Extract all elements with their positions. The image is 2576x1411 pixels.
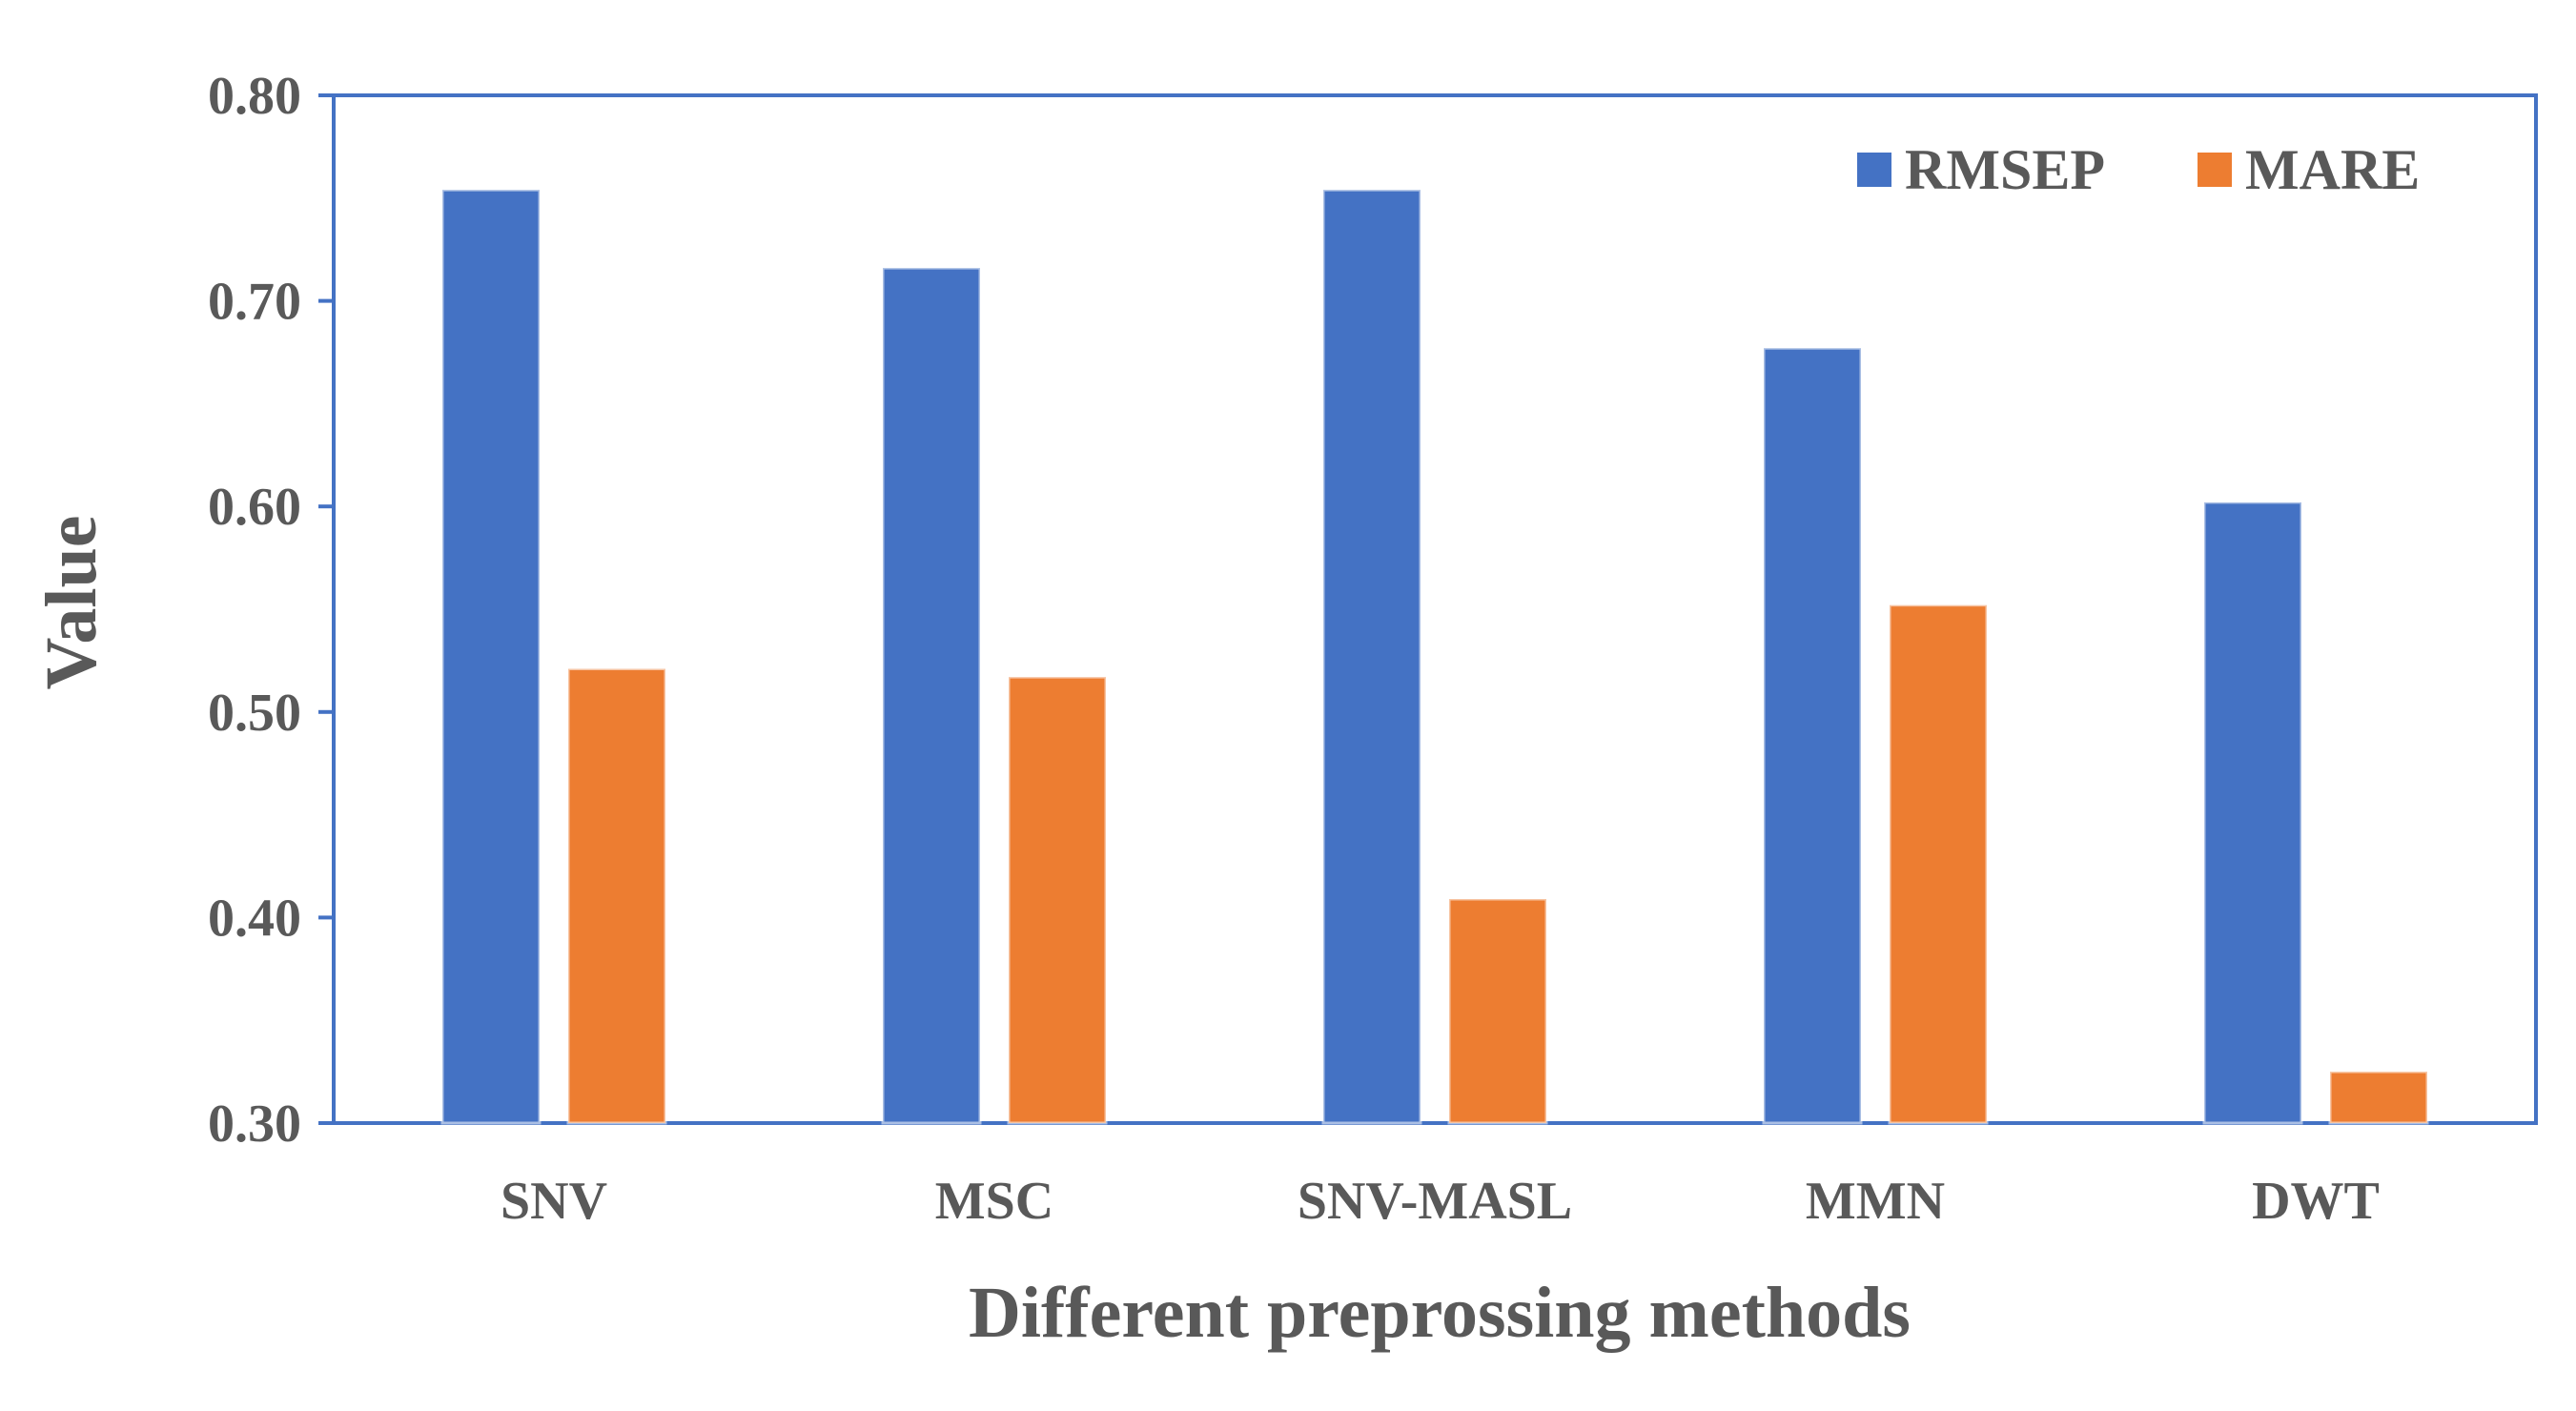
y-tick-label: 0.70 (208, 273, 301, 332)
y-tick-label: 0.50 (208, 684, 301, 743)
y-tick-label: 0.80 (208, 67, 301, 126)
x-tick-label: MMN (1806, 1172, 1945, 1231)
y-tick-label: 0.30 (208, 1094, 301, 1154)
bar-rmsep-mmn (1762, 346, 1863, 1125)
bar-mare-dwt (2328, 1070, 2429, 1125)
bar-mare-msc (1007, 675, 1108, 1125)
legend-label-rmsep: RMSEP (1905, 138, 2105, 201)
legend-swatch-mare (2198, 153, 2232, 187)
x-axis-title: Different preprossing methods (969, 1273, 1911, 1353)
bars (440, 188, 2429, 1125)
bar-rmsep-msc (881, 266, 982, 1125)
bar-mare-snv (566, 667, 667, 1125)
x-axis: SNV MSC SNV-MASL MMN DWT (501, 1172, 2380, 1231)
bar-mare-mmn (1888, 603, 1989, 1125)
legend-label-mare: MARE (2245, 138, 2420, 201)
y-tick-label: 0.40 (208, 889, 301, 948)
x-tick-label: DWT (2252, 1172, 2380, 1231)
x-tick-label: SNV (501, 1172, 607, 1231)
plot-frame (332, 93, 2538, 1125)
y-axis-title: Value (31, 515, 112, 689)
legend-swatch-rmsep (1857, 153, 1891, 187)
bar-rmsep-snv (440, 188, 542, 1125)
y-axis: 0.30 0.40 0.50 0.60 0.70 0.80 (208, 67, 334, 1154)
x-tick-label: MSC (935, 1172, 1053, 1231)
bar-rmsep-dwt (2202, 501, 2303, 1125)
y-tick-label: 0.60 (208, 478, 301, 537)
bar-mare-snv-masl (1447, 897, 1548, 1125)
plot-area (332, 93, 2538, 1125)
x-tick-label: SNV-MASL (1298, 1172, 1572, 1231)
legend: RMSEP MARE (1857, 138, 2420, 201)
bar-rmsep-snv-masl (1321, 188, 1422, 1125)
